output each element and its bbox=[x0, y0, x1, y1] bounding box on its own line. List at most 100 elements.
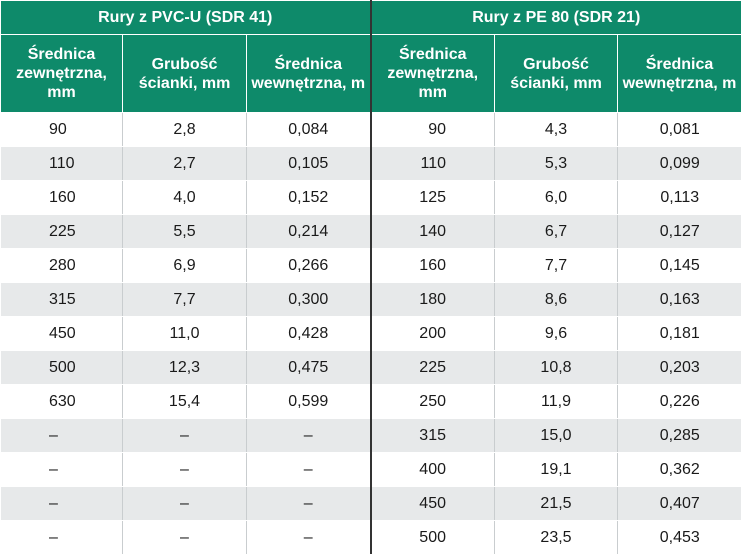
table-cell: 12,3 bbox=[122, 350, 247, 385]
table-row: 280 6,9 0,266 160 7,7 0,145 bbox=[0, 248, 741, 283]
table-cell: 0,099 bbox=[617, 146, 741, 181]
table-cell: 0,428 bbox=[246, 316, 371, 351]
table-cell: 280 bbox=[0, 248, 123, 283]
table-row: 500 12,3 0,475 225 10,8 0,203 bbox=[0, 350, 741, 385]
table-cell: 0,214 bbox=[246, 214, 371, 249]
group-header-pvc: Rury z PVC-U (SDR 41) bbox=[0, 0, 371, 35]
table-cell: 450 bbox=[369, 486, 495, 521]
table-cell: 400 bbox=[369, 452, 495, 487]
table-cell: – bbox=[0, 452, 123, 487]
table-cell: 9,6 bbox=[494, 316, 618, 351]
table-row: – – –315 15,0 0,285 bbox=[0, 418, 741, 453]
table-cell: 0,407 bbox=[617, 486, 741, 521]
table-cell: 10,8 bbox=[494, 350, 618, 385]
table-cell: 15,0 bbox=[494, 418, 618, 453]
table-cell: 0,105 bbox=[246, 146, 371, 181]
column-header: Grubość ścianki, mm bbox=[494, 34, 618, 113]
table-cell: 0,362 bbox=[617, 452, 741, 487]
column-header: Średnica wewnętrzna, m bbox=[617, 34, 741, 113]
table-cell: 0,285 bbox=[617, 418, 741, 453]
table-cell: 19,1 bbox=[494, 452, 618, 487]
table-cell: 90 bbox=[0, 112, 123, 147]
table-cell: 0,081 bbox=[617, 112, 741, 147]
table-cell: 7,7 bbox=[494, 248, 618, 283]
table-cell: 125 bbox=[369, 180, 495, 215]
table-cell: 0,163 bbox=[617, 282, 741, 317]
table-cell: 15,4 bbox=[122, 384, 247, 419]
table-cell: 110 bbox=[0, 146, 123, 181]
table-cell: 4,0 bbox=[122, 180, 247, 215]
table-cell: 250 bbox=[369, 384, 495, 419]
table-cell: 160 bbox=[0, 180, 123, 215]
table-cell: 8,6 bbox=[494, 282, 618, 317]
table-cell: – bbox=[122, 520, 247, 554]
table-row: 450 11,0 0,428 200 9,6 0,181 bbox=[0, 316, 741, 351]
table-cell: – bbox=[0, 520, 123, 554]
table-row: 225 5,5 0,214 140 6,7 0,127 bbox=[0, 214, 741, 249]
table-cell: 0,127 bbox=[617, 214, 741, 249]
table-cell: 160 bbox=[369, 248, 495, 283]
table-cell: – bbox=[122, 486, 247, 521]
table-cell: 11,9 bbox=[494, 384, 618, 419]
table-cell: 0,181 bbox=[617, 316, 741, 351]
table-row: 160 4,0 0,152 125 6,0 0,113 bbox=[0, 180, 741, 215]
table-cell: – bbox=[122, 452, 247, 487]
table-cell: – bbox=[246, 452, 371, 487]
table-cell: 6,9 bbox=[122, 248, 247, 283]
table-cell: 630 bbox=[0, 384, 123, 419]
table-row: 90 2,8 0,084 90 4,3 0,081 bbox=[0, 112, 741, 147]
table-cell: 5,3 bbox=[494, 146, 618, 181]
column-header: Grubość ścianki, mm bbox=[122, 34, 247, 113]
table-cell: 225 bbox=[0, 214, 123, 249]
table-cell: 140 bbox=[369, 214, 495, 249]
table-cell: 90 bbox=[369, 112, 495, 147]
table-cell: 6,7 bbox=[494, 214, 618, 249]
table-cell: – bbox=[246, 486, 371, 521]
table-cell: 0,203 bbox=[617, 350, 741, 385]
table-cell: 0,152 bbox=[246, 180, 371, 215]
table-cell: 0,599 bbox=[246, 384, 371, 419]
table-cell: – bbox=[0, 418, 123, 453]
table-cell: 5,5 bbox=[122, 214, 247, 249]
column-header-row: Średnica zewnętrzna, mm Grubość ścianki,… bbox=[0, 34, 741, 113]
table-cell: 450 bbox=[0, 316, 123, 351]
table-cell: 180 bbox=[369, 282, 495, 317]
table-cell: 0,145 bbox=[617, 248, 741, 283]
table-cell: 500 bbox=[0, 350, 123, 385]
column-header: Średnica zewnętrzna, mm bbox=[0, 34, 123, 113]
table-row: 630 15,4 0,599 250 11,9 0,226 bbox=[0, 384, 741, 419]
table-cell: 315 bbox=[369, 418, 495, 453]
group-header-pe: Rury z PE 80 (SDR 21) bbox=[369, 0, 741, 35]
column-header: Średnica zewnętrzna, mm bbox=[369, 34, 495, 113]
table-cell: 0,113 bbox=[617, 180, 741, 215]
group-header-row: Rury z PVC-U (SDR 41) Rury z PE 80 (SDR … bbox=[0, 0, 741, 35]
table-cell: 315 bbox=[0, 282, 123, 317]
table-cell: 21,5 bbox=[494, 486, 618, 521]
table-cell: – bbox=[0, 486, 123, 521]
table-cell: 0,266 bbox=[246, 248, 371, 283]
table-cell: 0,475 bbox=[246, 350, 371, 385]
table-cell: 0,084 bbox=[246, 112, 371, 147]
table-row: 315 7,7 0,300 180 8,6 0,163 bbox=[0, 282, 741, 317]
table-cell: 7,7 bbox=[122, 282, 247, 317]
table-cell: 4,3 bbox=[494, 112, 618, 147]
table-cell: 0,226 bbox=[617, 384, 741, 419]
table-row: – – –400 19,1 0,362 bbox=[0, 452, 741, 487]
table-row: – – –450 21,5 0,407 bbox=[0, 486, 741, 521]
column-header: Średnica wewnętrzna, m bbox=[246, 34, 371, 113]
table-cell: 200 bbox=[369, 316, 495, 351]
table-cell: – bbox=[122, 418, 247, 453]
table-row: – – –500 23,5 0,453 bbox=[0, 520, 741, 554]
table-cell: 2,7 bbox=[122, 146, 247, 181]
table-cell: 2,8 bbox=[122, 112, 247, 147]
table-cell: 500 bbox=[369, 520, 495, 554]
table-cell: 0,300 bbox=[246, 282, 371, 317]
table-row: 110 2,7 0,105 110 5,3 0,099 bbox=[0, 146, 741, 181]
table-cell: 110 bbox=[369, 146, 495, 181]
table-cell: 6,0 bbox=[494, 180, 618, 215]
table-cell: 225 bbox=[369, 350, 495, 385]
table-cell: 23,5 bbox=[494, 520, 618, 554]
table-cell: 0,453 bbox=[617, 520, 741, 554]
table-cell: – bbox=[246, 418, 371, 453]
